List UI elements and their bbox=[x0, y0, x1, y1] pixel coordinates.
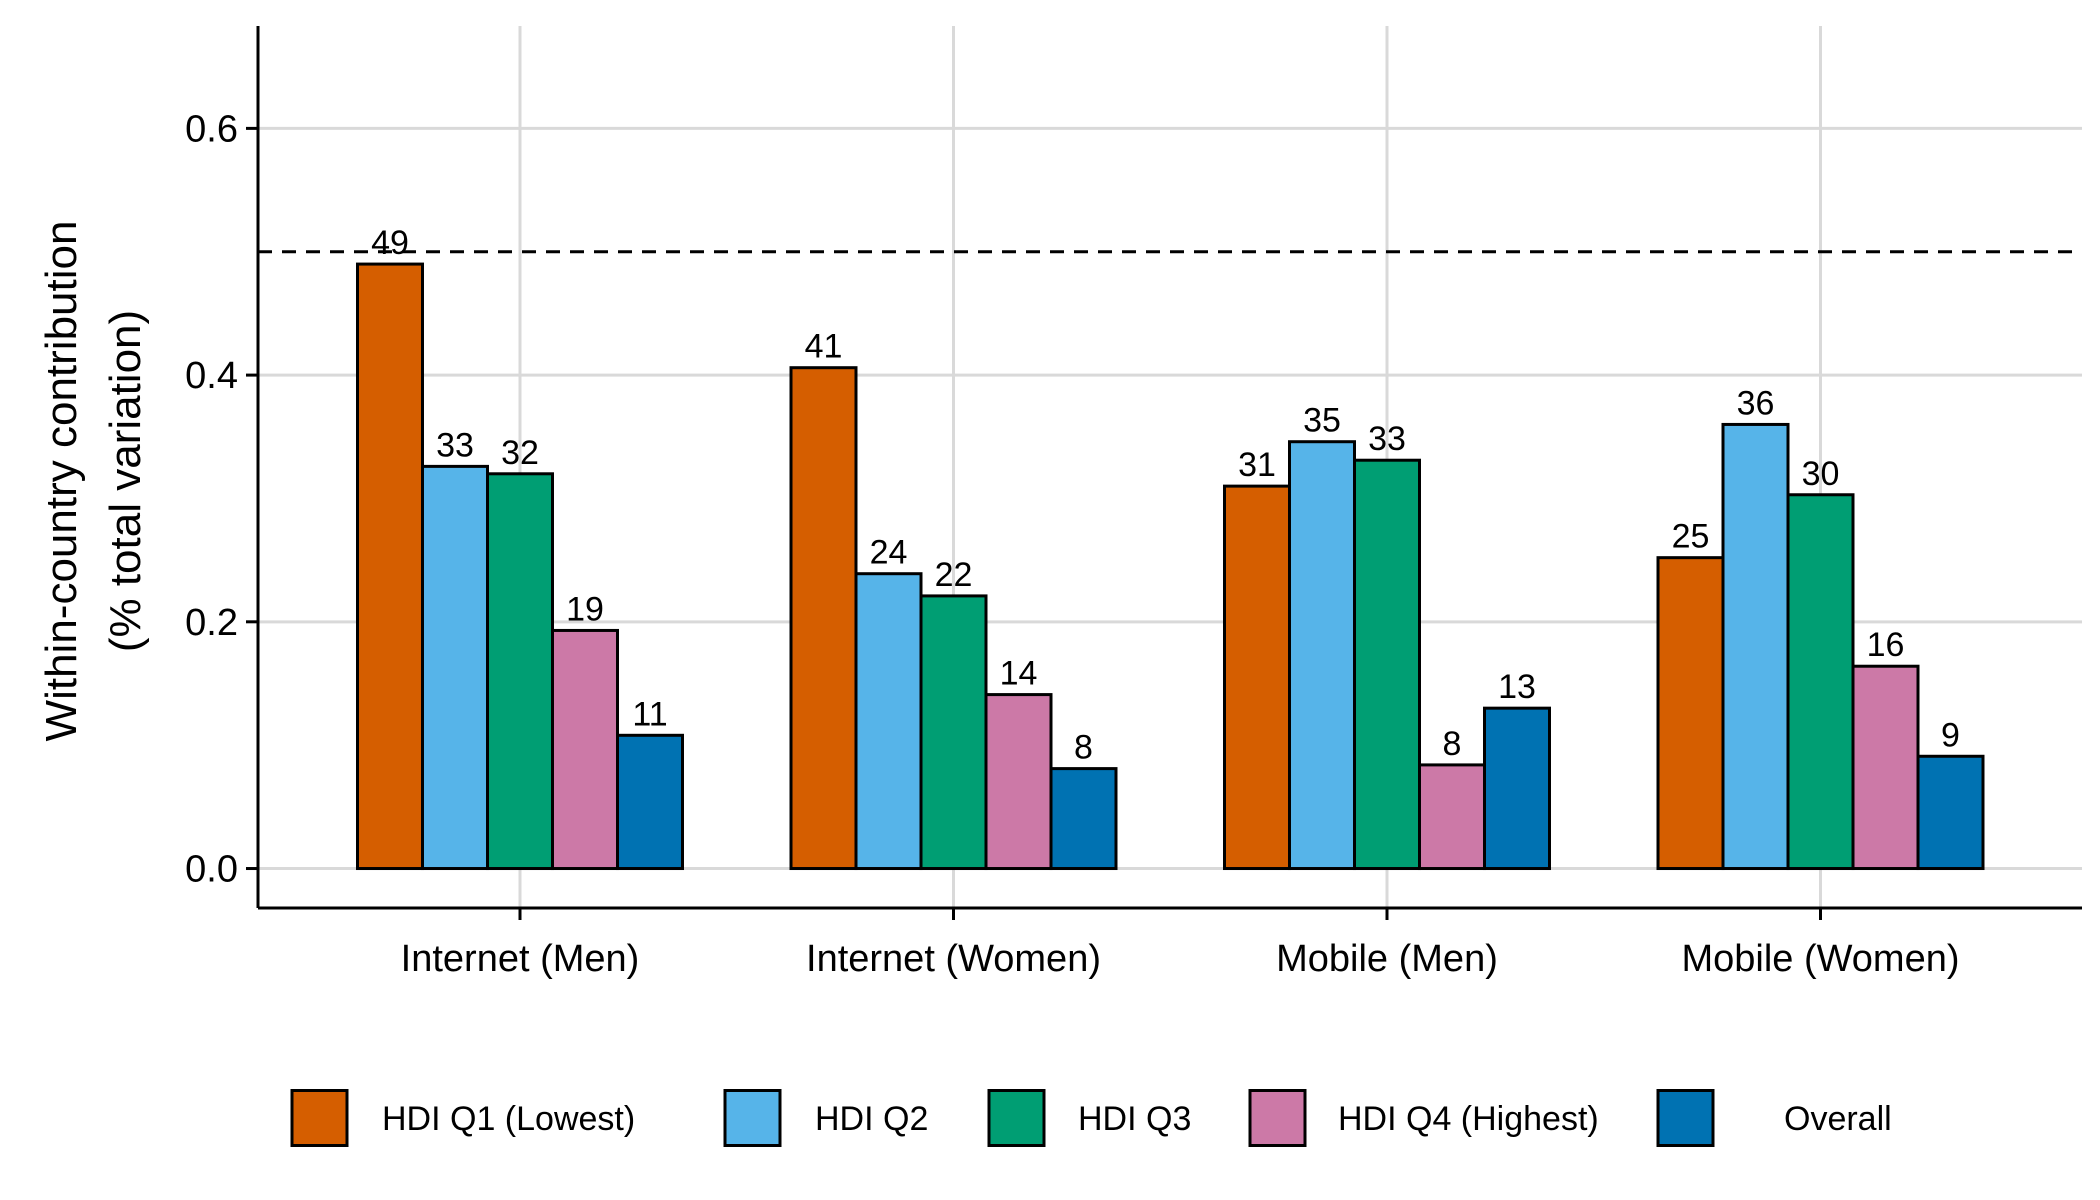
bar-3-4 bbox=[1916, 754, 1985, 871]
y-axis-title-line-1: Within-country contribution bbox=[37, 221, 86, 742]
y-tick-label-3: 0.6 bbox=[185, 108, 238, 150]
data-label-1-0: 41 bbox=[805, 328, 843, 366]
legend-label-0: HDI Q1 (Lowest) bbox=[382, 1100, 635, 1138]
x-tick-label-0: Internet (Men) bbox=[401, 938, 640, 980]
y-tick-label-2: 0.4 bbox=[185, 355, 238, 397]
legend-key-4 bbox=[1656, 1089, 1715, 1147]
data-label-3-0: 25 bbox=[1672, 518, 1710, 556]
data-label-1-2: 22 bbox=[935, 556, 973, 594]
data-label-2-0: 31 bbox=[1238, 446, 1276, 484]
bar-2-2 bbox=[1353, 458, 1421, 871]
data-label-1-3: 14 bbox=[1000, 655, 1038, 693]
bar-3-1 bbox=[1721, 422, 1790, 871]
data-label-0-4: 11 bbox=[632, 695, 667, 733]
x-tick-label-1: Internet (Women) bbox=[806, 938, 1101, 980]
bar-2-1 bbox=[1288, 440, 1356, 871]
bar-3-0 bbox=[1656, 556, 1725, 871]
data-label-2-2: 33 bbox=[1368, 420, 1406, 458]
legend-label-4: Overall bbox=[1784, 1100, 1892, 1138]
data-label-3-1: 36 bbox=[1737, 384, 1775, 422]
bar-1-0 bbox=[789, 366, 858, 871]
bar-3-3 bbox=[1851, 664, 1920, 871]
data-label-3-2: 30 bbox=[1802, 455, 1840, 493]
bar-1-4 bbox=[1049, 767, 1118, 871]
x-tick-label-2: Mobile (Men) bbox=[1276, 938, 1498, 980]
bar-0-3 bbox=[551, 628, 619, 871]
data-label-0-1: 33 bbox=[436, 426, 474, 464]
data-label-0-3: 19 bbox=[566, 590, 604, 628]
bar-3-2 bbox=[1786, 493, 1855, 871]
data-label-3-3: 16 bbox=[1867, 626, 1905, 664]
data-label-1-4: 8 bbox=[1074, 729, 1093, 767]
bar-1-3 bbox=[984, 693, 1053, 871]
y-axis-title-line-2: (% total variation) bbox=[101, 310, 150, 652]
legend-label-3: HDI Q4 (Highest) bbox=[1338, 1100, 1599, 1138]
data-label-2-1: 35 bbox=[1303, 402, 1341, 440]
bar-2-4 bbox=[1483, 706, 1551, 871]
data-label-3-4: 9 bbox=[1941, 716, 1960, 754]
data-label-0-2: 32 bbox=[501, 434, 539, 472]
bar-1-2 bbox=[919, 594, 988, 871]
data-label-0-0: 49 bbox=[371, 224, 409, 262]
y-tick-label-1: 0.2 bbox=[185, 602, 238, 644]
data-label-2-4: 13 bbox=[1498, 668, 1536, 706]
y-tick-label-0: 0.0 bbox=[185, 849, 238, 891]
legend-key-2 bbox=[987, 1089, 1046, 1147]
bar-0-1 bbox=[421, 464, 489, 871]
x-tick-label-3: Mobile (Women) bbox=[1681, 938, 1959, 980]
bar-0-4 bbox=[616, 733, 684, 871]
data-label-2-3: 8 bbox=[1443, 725, 1462, 763]
legend-label-2: HDI Q3 bbox=[1078, 1100, 1191, 1138]
bar-1-1 bbox=[854, 572, 923, 871]
bar-0-2 bbox=[486, 472, 554, 871]
data-label-1-1: 24 bbox=[870, 534, 908, 572]
bar-2-0 bbox=[1223, 484, 1291, 871]
bar-2-3 bbox=[1418, 763, 1486, 871]
legend-key-0 bbox=[290, 1089, 349, 1147]
legend-key-3 bbox=[1248, 1089, 1307, 1147]
legend-key-1 bbox=[723, 1089, 782, 1147]
bar-0-0 bbox=[356, 262, 424, 871]
legend-label-1: HDI Q2 bbox=[815, 1100, 928, 1138]
